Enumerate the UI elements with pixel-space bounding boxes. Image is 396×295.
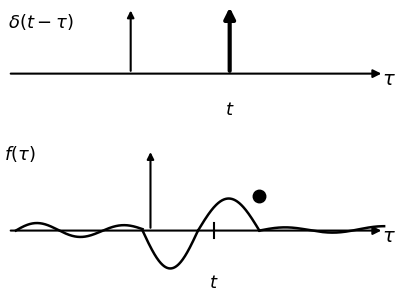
Text: $t$: $t$ [209,274,219,292]
Text: $\delta(t-\tau)$: $\delta(t-\tau)$ [8,12,73,32]
Text: $t$: $t$ [225,101,234,119]
Text: $\tau$: $\tau$ [382,70,396,89]
Text: $f(\tau)$: $f(\tau)$ [4,144,36,164]
Text: $\tau$: $\tau$ [382,227,396,246]
